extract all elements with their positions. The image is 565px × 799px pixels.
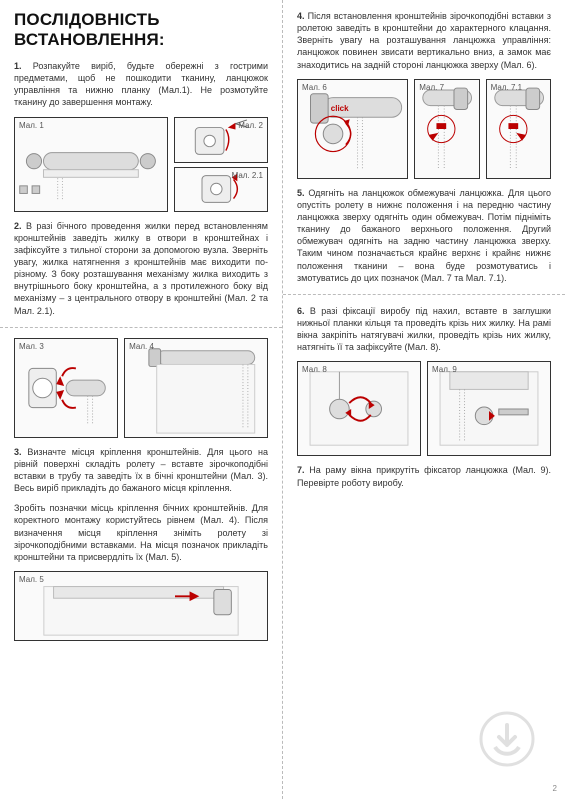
drill-bracket-icon — [15, 572, 267, 640]
figure-7: Мал. 7 — [414, 79, 479, 179]
figure-1: Мал. 1 — [14, 117, 168, 212]
limiter-2-icon — [487, 80, 550, 178]
step-3a-text: 3. Визначте місця кріплення кронштейнів.… — [14, 446, 268, 495]
step-6-text: 6. В разі фіксації виробу під нахил, вст… — [297, 305, 551, 354]
figure-2-1: Мал. 2.1 — [174, 167, 268, 212]
figure-7-1: Мал. 7.1 — [486, 79, 551, 179]
step-2-text: 2. В разі бічного проведення жилки перед… — [14, 220, 268, 317]
figure-5: Мал. 5 — [14, 571, 268, 641]
tensioner-icon — [298, 362, 420, 455]
figure-row-5: Мал. 8 Мал. 9 — [297, 361, 551, 456]
page: Послідовність встановлення: 1. Розпакуйт… — [0, 0, 565, 799]
figure-label: Мал. 7.1 — [491, 83, 522, 92]
horizontal-divider — [0, 327, 282, 328]
page-title: Послідовність встановлення: — [14, 10, 268, 50]
insert-bracket-icon — [15, 339, 117, 437]
step-3b-text: Зробіть позначки місць кріплення бічних … — [14, 502, 268, 563]
figure-row-1: Мал. 1 Мал. 2 — [14, 117, 268, 212]
figure-label: Мал. 3 — [19, 342, 44, 351]
figure-label: Мал. 6 — [302, 83, 327, 92]
click-badge: click — [331, 104, 349, 113]
figure-label: Мал. 2 — [238, 121, 263, 130]
right-column: 4. Після встановлення кронштейнів зірочк… — [283, 0, 565, 799]
bracket-parts-icon — [15, 118, 167, 211]
step-4-text: 4. Після встановлення кронштейнів зірочк… — [297, 10, 551, 71]
step-1-text: 1. Розпакуйте виріб, будьте обережні з г… — [14, 60, 268, 109]
figure-label: Мал. 9 — [432, 365, 457, 374]
left-column: Послідовність встановлення: 1. Розпакуйт… — [0, 0, 282, 799]
page-number: 2 — [553, 784, 557, 793]
figure-row-2: Мал. 3 Мал. 4 — [14, 338, 268, 438]
level-mount-icon — [125, 339, 267, 437]
figure-label: Мал. 2.1 — [232, 171, 263, 180]
figure-label: Мал. 8 — [302, 365, 327, 374]
figure-label: Мал. 7 — [419, 83, 444, 92]
chain-fixer-icon — [428, 362, 550, 455]
figure-3: Мал. 3 — [14, 338, 118, 438]
limiter-1-icon — [415, 80, 478, 178]
figure-9: Мал. 9 — [427, 361, 551, 456]
figure-2: Мал. 2 — [174, 117, 268, 163]
click-insert-icon — [298, 80, 407, 178]
figure-label: Мал. 1 — [19, 121, 44, 130]
figure-4: Мал. 4 — [124, 338, 268, 438]
step-5-text: 5. Одягніть на ланцюжок обмежувачі ланцю… — [297, 187, 551, 284]
figure-label: Мал. 5 — [19, 575, 44, 584]
figure-6: Мал. 6 click — [297, 79, 408, 179]
figure-row-4: Мал. 6 click Мал. 7 — [297, 79, 551, 179]
step-7-text: 7. На раму вікна прикрутіть фіксатор лан… — [297, 464, 551, 488]
figure-8: Мал. 8 — [297, 361, 421, 456]
figure-label: Мал. 4 — [129, 342, 154, 351]
horizontal-divider — [283, 294, 565, 295]
figure-row-3: Мал. 5 — [14, 571, 268, 641]
